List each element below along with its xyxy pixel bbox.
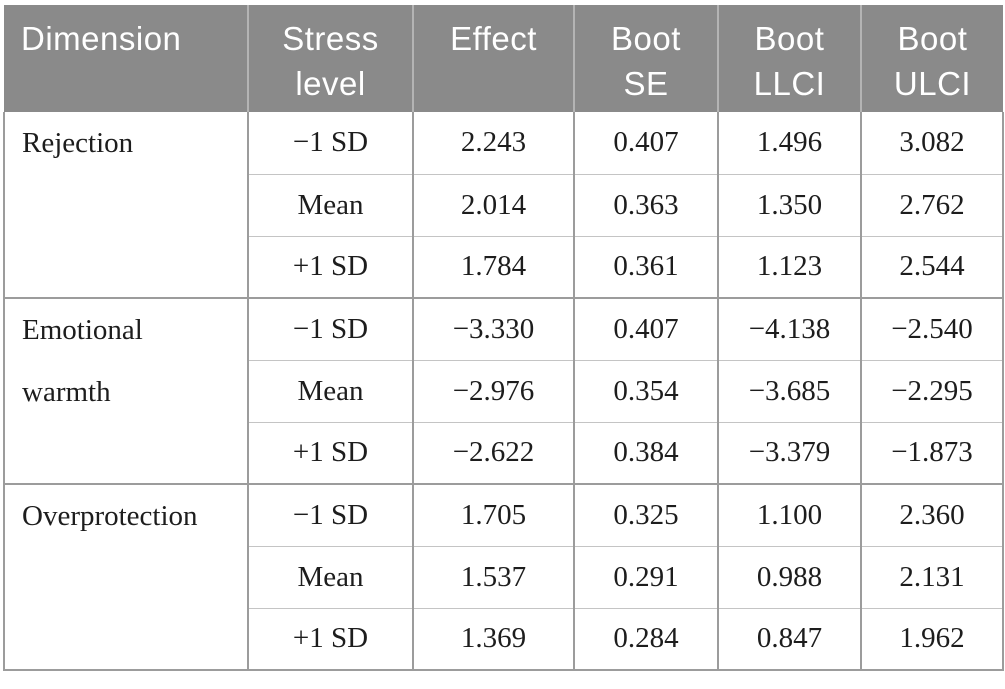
stress-level-cell: +1 SD bbox=[247, 607, 413, 671]
boot-ulci-cell: −1.873 bbox=[860, 421, 1004, 484]
boot-llci-cell: −3.379 bbox=[717, 421, 861, 484]
column-header-boot-llci: Boot LLCI bbox=[717, 5, 861, 112]
boot-ulci-cell: 2.131 bbox=[860, 545, 1004, 608]
boot-llci-cell: 1.496 bbox=[717, 112, 861, 174]
effect-cell: 1.784 bbox=[412, 235, 574, 298]
group-emotional-warmth: Emotional warmth −1 SD −3.330 0.407 −4.1… bbox=[3, 297, 1004, 484]
column-header-label: Effect bbox=[450, 20, 537, 57]
effect-cell: 1.537 bbox=[412, 545, 574, 608]
boot-ulci-cell: 1.962 bbox=[860, 607, 1004, 671]
table-row: Mean 1.537 0.291 0.988 2.131 bbox=[4, 545, 1004, 608]
boot-se-cell: 0.361 bbox=[573, 235, 718, 298]
boot-llci-cell: 1.350 bbox=[717, 173, 861, 236]
stress-level-cell: +1 SD bbox=[247, 235, 413, 298]
effect-cell: 2.014 bbox=[412, 173, 574, 236]
table-row: +1 SD −2.622 0.384 −3.379 −1.873 bbox=[4, 421, 1004, 484]
table-row: +1 SD 1.369 0.284 0.847 1.962 bbox=[4, 607, 1004, 671]
column-header-label: Boot bbox=[611, 20, 681, 57]
column-header-label: Dimension bbox=[21, 20, 182, 57]
boot-se-cell: 0.407 bbox=[573, 112, 718, 174]
table-row: Mean −2.976 0.354 −3.685 −2.295 bbox=[4, 359, 1004, 422]
boot-se-cell: 0.325 bbox=[573, 483, 718, 546]
table-row: Rejection −1 SD 2.243 0.407 1.496 3.082 bbox=[3, 112, 1004, 298]
effect-cell: 1.705 bbox=[412, 483, 574, 546]
boot-se-cell: 0.354 bbox=[573, 359, 718, 422]
stress-level-cell: Mean bbox=[247, 545, 413, 608]
table-row: Emotional warmth −1 SD −3.330 0.407 −4.1… bbox=[3, 297, 1004, 484]
stress-level-cell: +1 SD bbox=[247, 421, 413, 484]
boot-ulci-cell: −2.295 bbox=[860, 359, 1004, 422]
boot-ulci-cell: 2.762 bbox=[860, 173, 1004, 236]
effect-cell: −3.330 bbox=[412, 297, 574, 360]
table-row: +1 SD 1.784 0.361 1.123 2.544 bbox=[4, 235, 1004, 298]
column-header-dimension: Dimension bbox=[4, 5, 248, 112]
column-header-label: Boot bbox=[754, 20, 825, 57]
boot-ulci-cell: 3.082 bbox=[860, 112, 1004, 174]
stress-level-cell: Mean bbox=[247, 359, 413, 422]
effect-cell: −2.622 bbox=[412, 421, 574, 484]
boot-se-cell: 0.291 bbox=[573, 545, 718, 608]
conditional-effects-table: Dimension Stress level Effect Boot SE Bo… bbox=[3, 5, 1004, 671]
effect-cell: 1.369 bbox=[412, 607, 574, 671]
group-overprotection: Overprotection −1 SD 1.705 0.325 1.100 2… bbox=[3, 483, 1004, 671]
stress-level-cell: −1 SD bbox=[247, 297, 413, 360]
table-row: Overprotection −1 SD 1.705 0.325 1.100 2… bbox=[3, 483, 1004, 671]
stress-level-cell: Mean bbox=[247, 173, 413, 236]
dimension-cell: Overprotection bbox=[3, 483, 248, 671]
boot-se-cell: 0.284 bbox=[573, 607, 718, 671]
column-header-label: Stress bbox=[282, 20, 379, 57]
boot-llci-cell: 1.123 bbox=[717, 235, 861, 298]
dimension-cell: Emotional warmth bbox=[3, 297, 248, 484]
effect-cell: −2.976 bbox=[412, 359, 574, 422]
group-rejection: Rejection −1 SD 2.243 0.407 1.496 3.082 … bbox=[3, 112, 1004, 298]
dimension-cell: Rejection bbox=[3, 112, 248, 298]
boot-ulci-cell: 2.360 bbox=[860, 483, 1004, 546]
boot-ulci-cell: 2.544 bbox=[860, 235, 1004, 298]
boot-llci-cell: 1.100 bbox=[717, 483, 861, 546]
boot-llci-cell: 0.988 bbox=[717, 545, 861, 608]
boot-ulci-cell: −2.540 bbox=[860, 297, 1004, 360]
column-header-label: Boot bbox=[897, 20, 968, 57]
boot-se-cell: 0.363 bbox=[573, 173, 718, 236]
boot-llci-cell: −3.685 bbox=[717, 359, 861, 422]
column-header-boot-ulci: Boot ULCI bbox=[860, 5, 1003, 112]
column-header-boot-se: Boot SE bbox=[573, 5, 718, 112]
stress-level-cell: −1 SD bbox=[247, 483, 413, 546]
boot-se-cell: 0.407 bbox=[573, 297, 718, 360]
stress-level-cell: −1 SD bbox=[247, 112, 413, 174]
header-row: Dimension Stress level Effect Boot SE Bo… bbox=[4, 5, 1003, 112]
boot-se-cell: 0.384 bbox=[573, 421, 718, 484]
table-row: Mean 2.014 0.363 1.350 2.762 bbox=[4, 173, 1004, 236]
column-header-stress-level: Stress level bbox=[247, 5, 413, 112]
column-header-effect: Effect bbox=[412, 5, 574, 112]
boot-llci-cell: −4.138 bbox=[717, 297, 861, 360]
effect-cell: 2.243 bbox=[412, 112, 574, 174]
table-header: Dimension Stress level Effect Boot SE Bo… bbox=[4, 5, 1003, 112]
boot-llci-cell: 0.847 bbox=[717, 607, 861, 671]
